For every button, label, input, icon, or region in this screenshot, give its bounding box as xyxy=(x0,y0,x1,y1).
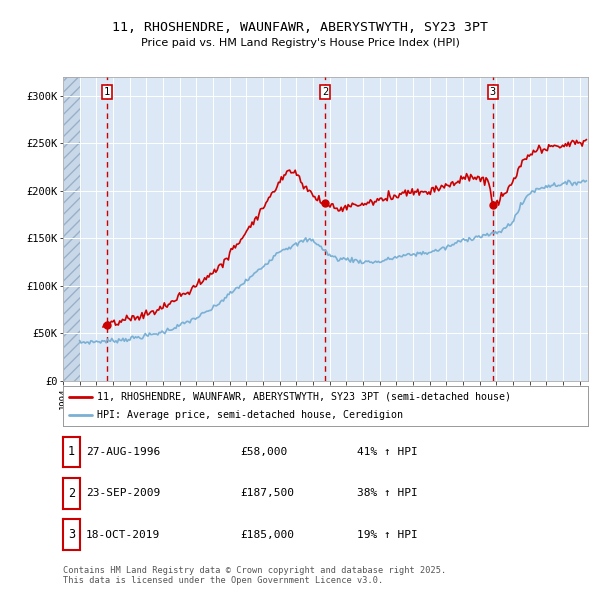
Text: 2: 2 xyxy=(68,487,75,500)
Bar xyxy=(63,77,80,381)
Text: 1: 1 xyxy=(68,445,75,458)
Text: 11, RHOSHENDRE, WAUNFAWR, ABERYSTWYTH, SY23 3PT (semi-detached house): 11, RHOSHENDRE, WAUNFAWR, ABERYSTWYTH, S… xyxy=(97,392,511,402)
Text: 11, RHOSHENDRE, WAUNFAWR, ABERYSTWYTH, SY23 3PT: 11, RHOSHENDRE, WAUNFAWR, ABERYSTWYTH, S… xyxy=(112,21,488,34)
Text: Contains HM Land Registry data © Crown copyright and database right 2025.
This d: Contains HM Land Registry data © Crown c… xyxy=(63,566,446,585)
Text: 19% ↑ HPI: 19% ↑ HPI xyxy=(357,530,418,539)
Text: £185,000: £185,000 xyxy=(240,530,294,539)
Text: 41% ↑ HPI: 41% ↑ HPI xyxy=(357,447,418,457)
Text: 1: 1 xyxy=(104,87,110,97)
Bar xyxy=(63,77,80,381)
Text: 3: 3 xyxy=(68,528,75,541)
Text: Price paid vs. HM Land Registry's House Price Index (HPI): Price paid vs. HM Land Registry's House … xyxy=(140,38,460,48)
Text: 27-AUG-1996: 27-AUG-1996 xyxy=(86,447,160,457)
Text: 18-OCT-2019: 18-OCT-2019 xyxy=(86,530,160,539)
Text: 38% ↑ HPI: 38% ↑ HPI xyxy=(357,489,418,498)
Text: 3: 3 xyxy=(490,87,496,97)
Text: HPI: Average price, semi-detached house, Ceredigion: HPI: Average price, semi-detached house,… xyxy=(97,410,403,420)
Text: £58,000: £58,000 xyxy=(240,447,287,457)
Text: 23-SEP-2009: 23-SEP-2009 xyxy=(86,489,160,498)
Text: 2: 2 xyxy=(322,87,328,97)
Text: £187,500: £187,500 xyxy=(240,489,294,498)
